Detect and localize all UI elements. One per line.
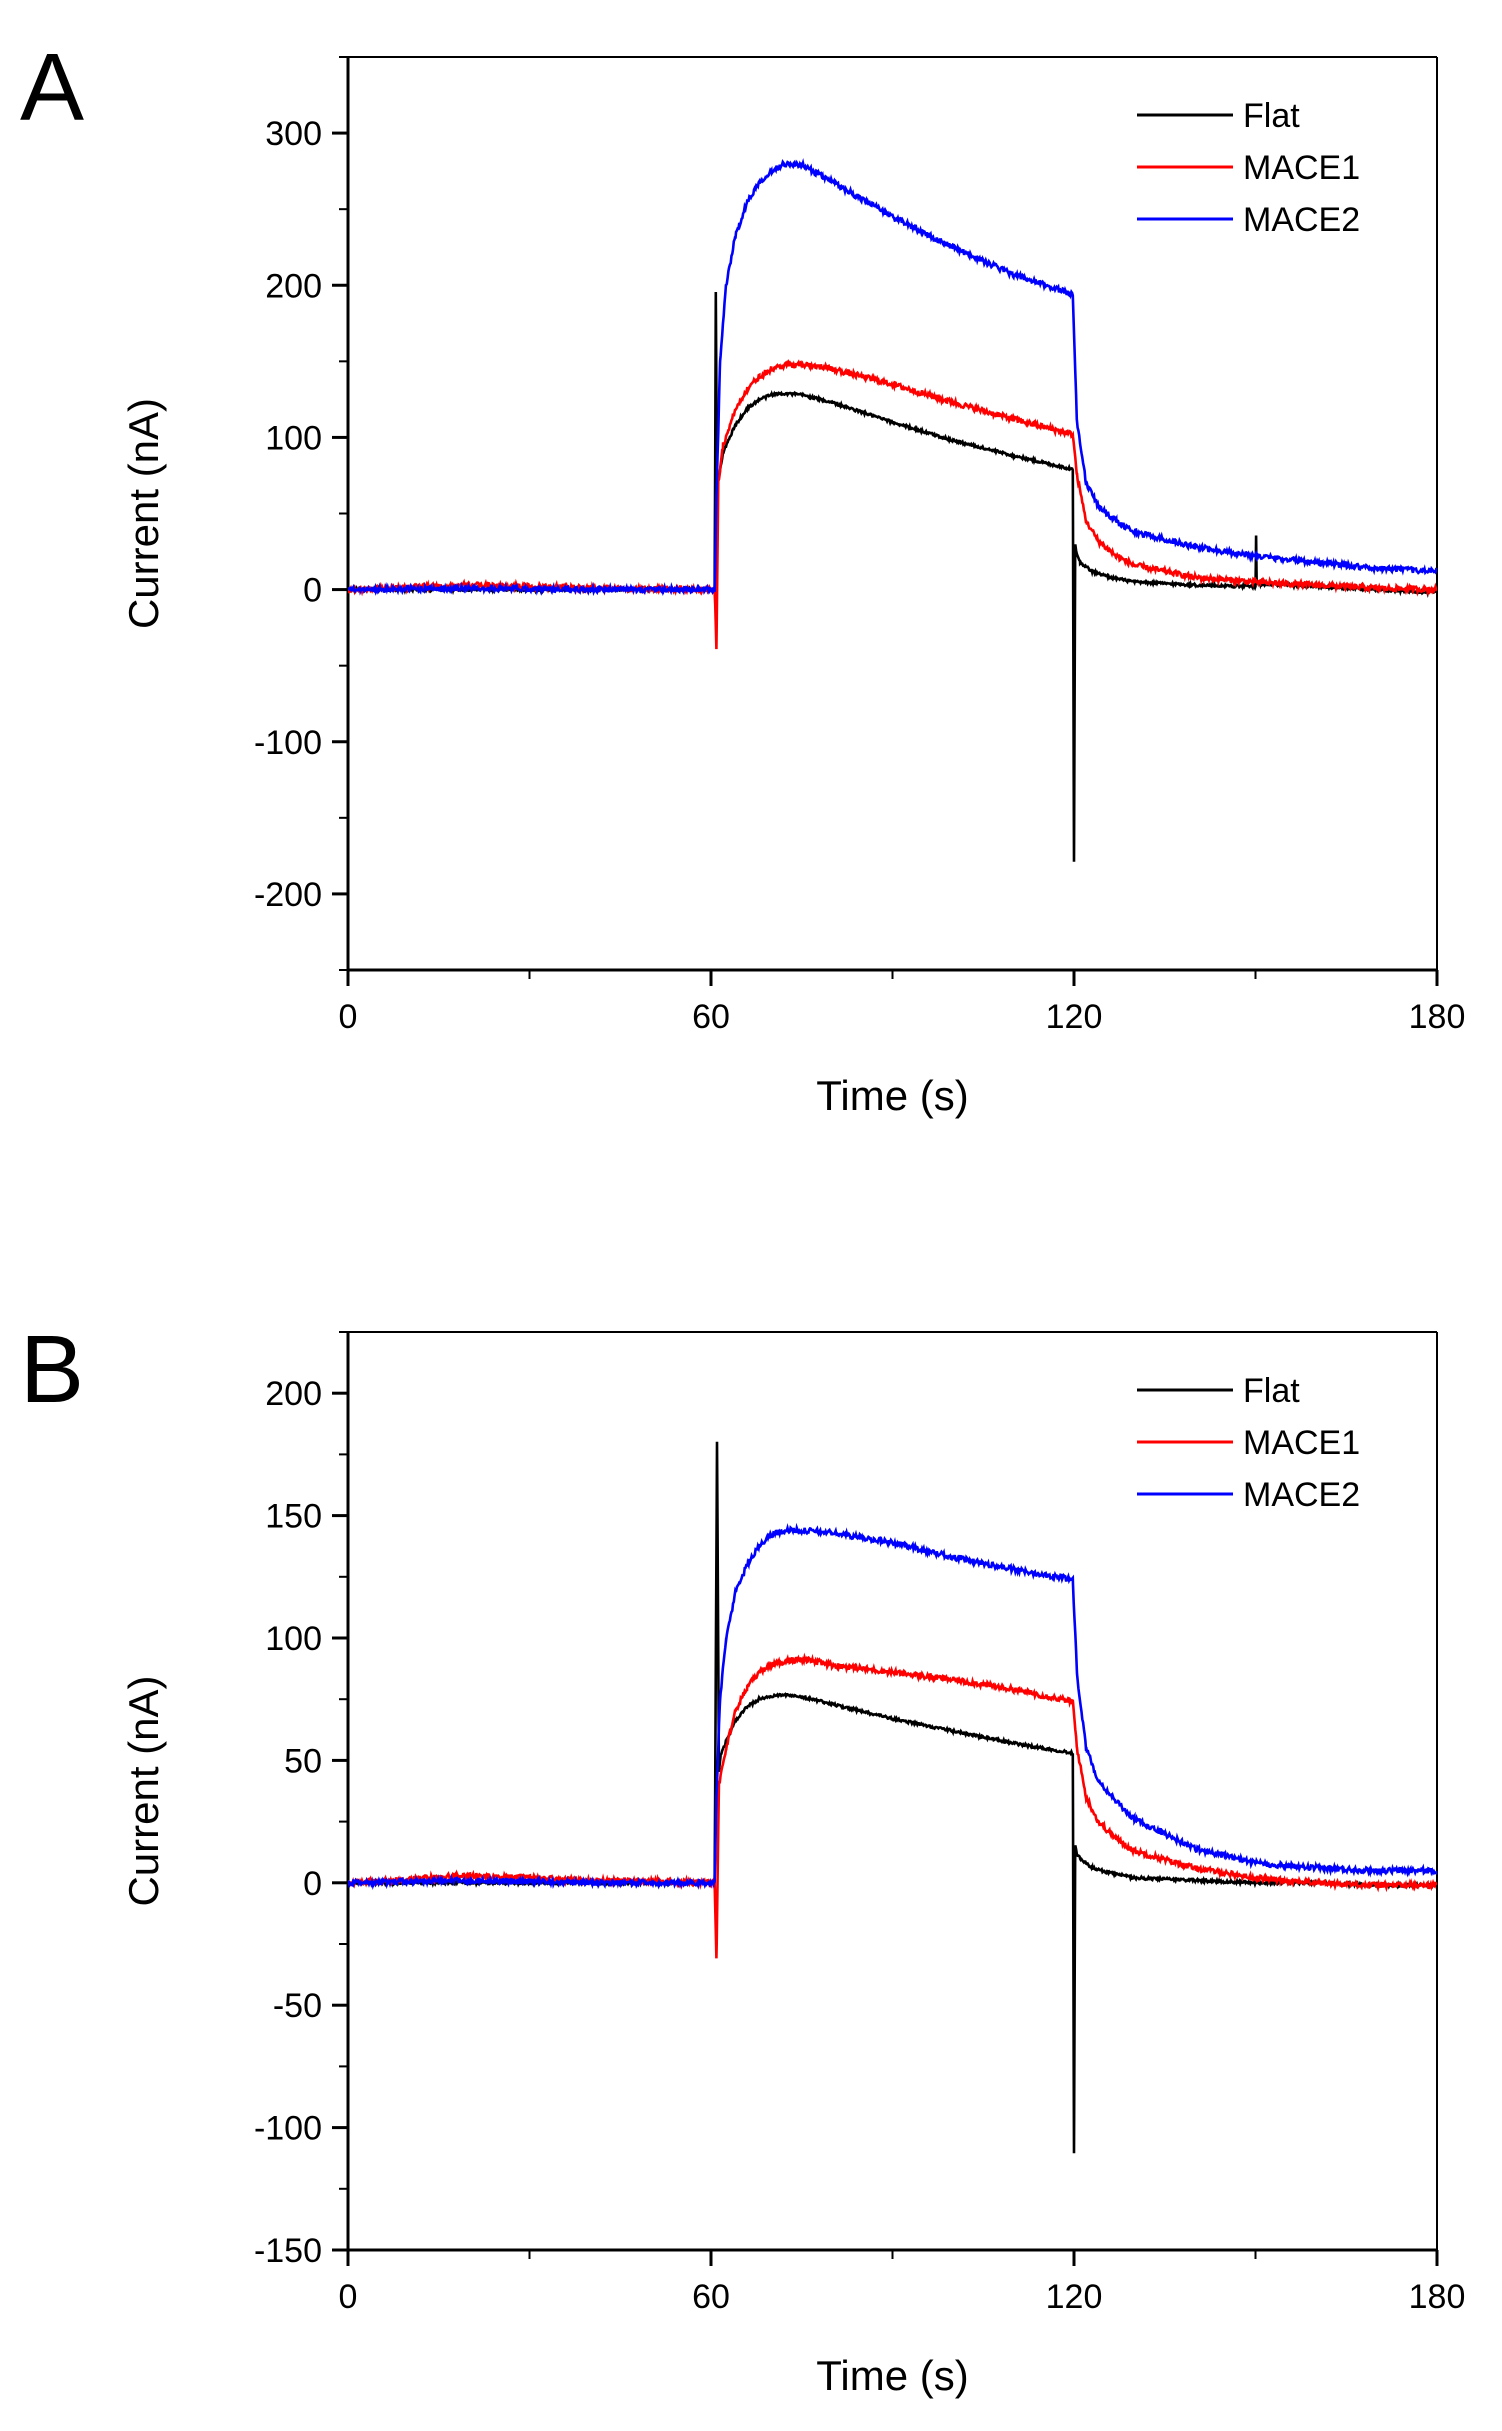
y-tick-label: 0 (303, 572, 322, 610)
series-line-flat (348, 1441, 1437, 2154)
x-tick-label: 180 (1409, 2278, 1466, 2316)
x-tick-label: 120 (1046, 998, 1103, 1036)
y-tick-label: 150 (265, 1498, 322, 1536)
legend-label-mace2: MACE2 (1243, 1476, 1360, 1514)
series-line-mace1 (348, 1652, 1437, 1959)
x-tick-label: 0 (339, 2278, 358, 2316)
y-tick-label: 100 (265, 419, 322, 457)
legend-label-mace2: MACE2 (1243, 201, 1360, 239)
legend-label-mace1: MACE1 (1243, 1424, 1360, 1462)
x-tick-label: 0 (339, 998, 358, 1036)
chart-a: 0 60 120 180 -200 -100 0 100 200 300 Time (s) Curre… (120, 56, 1466, 1119)
series-line-flat (348, 291, 1437, 862)
y-tick-label: 0 (303, 1865, 322, 1903)
y-tick-label: 50 (284, 1742, 322, 1780)
legend-label-flat: Flat (1243, 1372, 1300, 1410)
y-tick-label: -100 (254, 724, 322, 762)
y-tick-label: -100 (254, 2110, 322, 2148)
y-tick-label: -200 (254, 876, 322, 914)
x-tick-label: 60 (692, 998, 730, 1036)
x-tick-label: 120 (1046, 2278, 1103, 2316)
y-tick-label: 100 (265, 1620, 322, 1658)
series-line-mace1 (348, 358, 1437, 650)
y-axis-title: Current (nA) (120, 1675, 167, 1906)
panel-letter-b: B (20, 1316, 85, 1423)
series-line-mace2 (348, 157, 1437, 597)
x-tick-label: 180 (1409, 998, 1466, 1036)
y-tick-label: -150 (254, 2232, 322, 2270)
x-axis-title: Time (s) (816, 1072, 968, 1119)
legend-label-mace1: MACE1 (1243, 149, 1360, 187)
panel-letter-a: A (20, 34, 85, 141)
y-tick-label: 200 (265, 267, 322, 305)
chart-b: 0 60 120 180 -150 -100 -50 0 50 100 150 200 Time (s)… (120, 1331, 1466, 2399)
legend-label-flat: Flat (1243, 97, 1300, 135)
y-tick-label: -50 (273, 1987, 322, 2025)
series-line-mace2 (348, 1522, 1437, 1891)
x-axis-title: Time (s) (816, 2352, 968, 2399)
y-tick-label: 200 (265, 1375, 322, 1413)
y-tick-label: 300 (265, 115, 322, 153)
y-axis-title: Current (nA) (120, 398, 167, 629)
x-tick-label: 60 (692, 2278, 730, 2316)
